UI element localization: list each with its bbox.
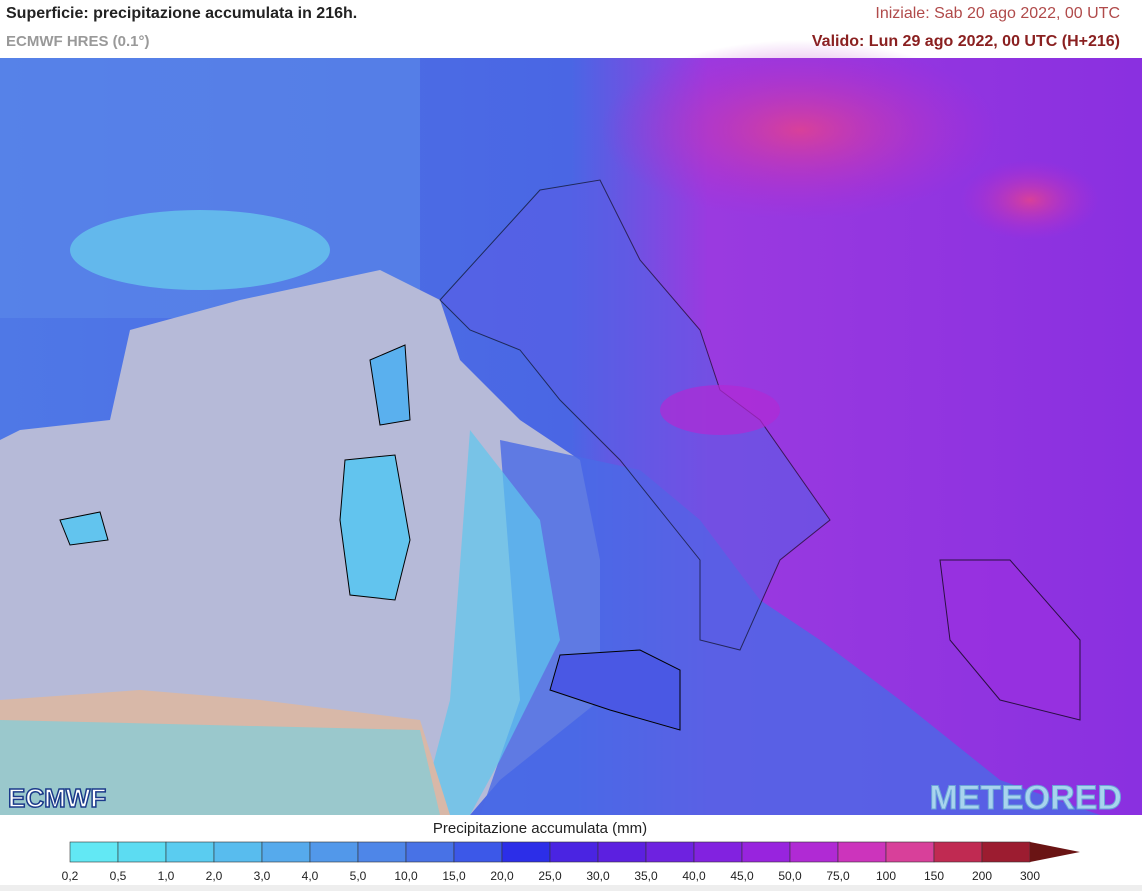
- colorbar-label: 20,0: [490, 869, 514, 883]
- color-swatch: [69, 841, 119, 863]
- colorbar-label: 50,0: [778, 869, 802, 883]
- colorbar-label: 25,0: [538, 869, 562, 883]
- colorbar-label: 0,5: [110, 869, 127, 883]
- colorbar-label: 2,0: [206, 869, 223, 883]
- meteored-logo: METEORED: [929, 779, 1122, 817]
- colorbar: 0,2 0,5 1,0 2,0 3,0 4,0 5,0 10,0 15,0 20,0 25,0 30,…: [62, 841, 1080, 883]
- colorbar-label: 40,0: [682, 869, 706, 883]
- color-swatch: [309, 841, 359, 863]
- color-swatch: [165, 841, 215, 863]
- color-swatch: [981, 841, 1031, 863]
- colorbar-label: 300: [1020, 869, 1040, 883]
- colorbar-label: 35,0: [634, 869, 658, 883]
- colorbar-title: Precipitazione accumulata (mm): [433, 820, 647, 837]
- colorbar-label: 75,0: [826, 869, 850, 883]
- colorbar-label: 15,0: [442, 869, 466, 883]
- color-swatch: [837, 841, 887, 863]
- color-swatch: [213, 841, 263, 863]
- colorbar-label: 200: [972, 869, 992, 883]
- color-swatch: [597, 841, 647, 863]
- color-swatch: [117, 841, 167, 863]
- colorbar-label: 10,0: [394, 869, 418, 883]
- model-name: ECMWF HRES (0.1°): [6, 33, 150, 50]
- color-swatch: [501, 841, 551, 863]
- colorbar-label: 100: [876, 869, 896, 883]
- colorbar-label: 5,0: [350, 869, 367, 883]
- bottom-strip: [0, 885, 1142, 891]
- map: ECMWF METEORED: [0, 40, 1142, 817]
- color-swatch: [933, 841, 983, 863]
- colorbar-label: 4,0: [302, 869, 319, 883]
- map-title: Superficie: precipitazione accumulata in…: [6, 5, 357, 22]
- color-swatch: [453, 841, 503, 863]
- color-swatch: [693, 841, 743, 863]
- color-swatch: [357, 841, 407, 863]
- colorbar-label: 0,2: [62, 869, 79, 883]
- ecmwf-logo: ECMWF: [8, 783, 106, 813]
- color-swatch: [261, 841, 311, 863]
- valid-time: Valido: Lun 29 ago 2022, 00 UTC (H+216): [812, 33, 1120, 50]
- colorbar-label: 45,0: [730, 869, 754, 883]
- colorbar-label: 30,0: [586, 869, 610, 883]
- color-arrow: [1030, 842, 1080, 862]
- color-swatch: [405, 841, 455, 863]
- colorbar-label: 1,0: [158, 869, 175, 883]
- colorbar-label: 3,0: [254, 869, 271, 883]
- color-swatch: [789, 841, 839, 863]
- color-swatch: [741, 841, 791, 863]
- color-swatch: [549, 841, 599, 863]
- color-swatch: [885, 841, 935, 863]
- init-time: Iniziale: Sab 20 ago 2022, 00 UTC: [875, 5, 1120, 22]
- colorbar-label: 150: [924, 869, 944, 883]
- color-swatch: [645, 841, 695, 863]
